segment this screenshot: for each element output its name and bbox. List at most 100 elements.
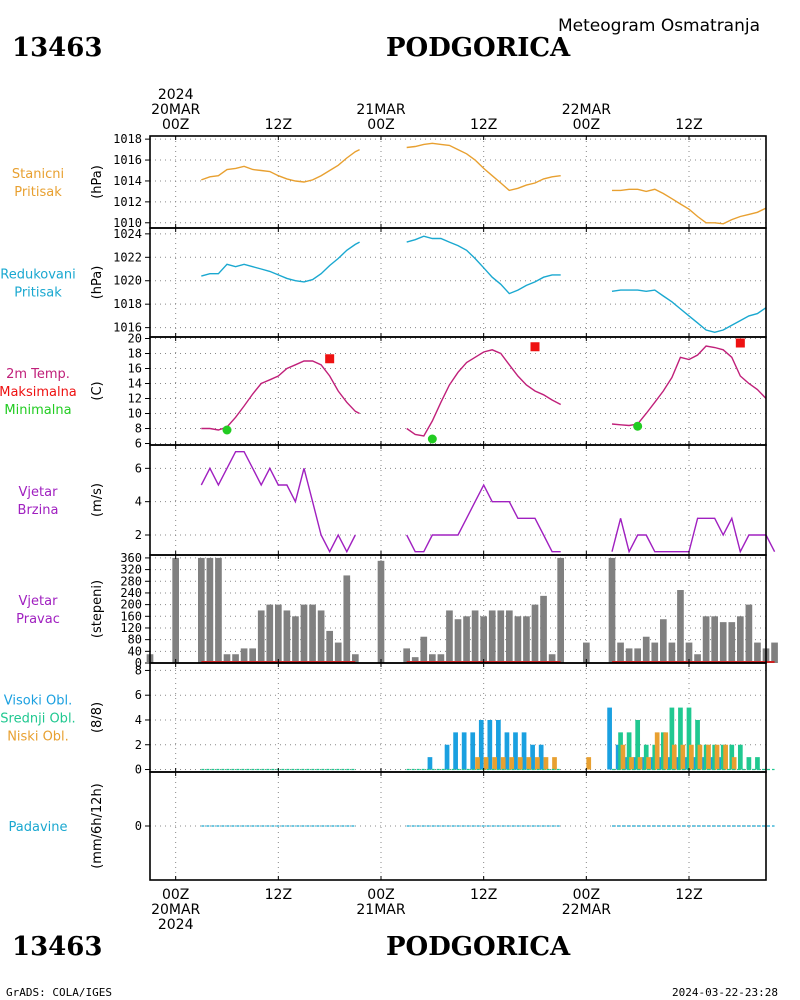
station-id-top: 13463 [12, 33, 102, 63]
cloud-bar-cloud-high [504, 732, 510, 770]
cloud-bar-cloud-high [718, 757, 724, 770]
tmin-marker [427, 434, 437, 444]
cloud-bar-cloud-low [637, 757, 643, 770]
cloud-bar-cloud-low [714, 744, 720, 770]
y-tick-label: 8 [135, 663, 142, 677]
wind-direction-bar [309, 604, 316, 663]
wind-direction-bar [206, 557, 214, 663]
y-tick-label: 16 [128, 362, 142, 376]
y-tick-label: 280 [120, 574, 142, 588]
cloud-bar-cloud-high [513, 732, 518, 770]
station-name-bottom: PODGORICA [386, 932, 571, 962]
cloud-bar-cloud-low [680, 744, 686, 770]
wind-direction-bar [317, 610, 325, 663]
grads-credit: GrADS: COLA/IGES [6, 986, 112, 999]
wind-direction-bar [326, 630, 334, 663]
cloud-bar-cloud-high [701, 757, 707, 770]
cloud-bar-cloud-low [526, 757, 532, 770]
wind-direction-bar [480, 616, 488, 663]
cloud-bar-cloud-high [692, 757, 698, 770]
top-time-label: 21MAR [356, 102, 405, 118]
wind-direction-bar [608, 557, 616, 663]
y-tick-label: 6 [135, 688, 142, 702]
cloud-bar-cloud-high [478, 719, 484, 770]
cloud-bar-cloud-high [650, 757, 655, 770]
series-line-reduced-pressure [611, 289, 767, 334]
bottom-time-label: 22MAR [562, 902, 611, 918]
tmax-marker [530, 342, 540, 352]
panel-station_pressure: 1010 1012 1014 1016 1018 Stanicni Pritisak (hPa… [12, 132, 767, 230]
bottom-time-label: 00Z [367, 887, 394, 903]
panel-frame [149, 771, 767, 881]
meteogram-subtitle: Meteogram Osmatranja [558, 16, 760, 36]
series-line-temperature [406, 349, 562, 437]
wind-direction-bar [249, 648, 257, 663]
cloud-bar-cloud-low [723, 744, 728, 770]
cloud-bar-cloud-mid [660, 732, 666, 770]
y-tick-label: 80 [128, 633, 142, 647]
station-name-top: PODGORICA [386, 33, 571, 63]
cloud-bar-cloud-mid [635, 719, 641, 770]
cloud-bar-cloud-mid [755, 757, 760, 770]
cloud-bar-cloud-low [543, 757, 549, 770]
cloud-bar-cloud-low [620, 744, 626, 770]
wind-direction-bar [659, 619, 667, 663]
wind-direction-bar [172, 557, 180, 663]
wind-direction-bar [197, 557, 205, 663]
cloud-bar-cloud-high [496, 719, 501, 770]
wind-direction-bar [651, 642, 659, 663]
series-line-wind-speed [406, 483, 561, 553]
tmax-marker [325, 354, 335, 364]
panel-precipitation: 0 Padavine (mm/6h/12h) [9, 771, 775, 881]
y-tick-label: 0 [135, 819, 142, 833]
cloud-bar-cloud-mid [703, 744, 709, 770]
wind-direction-bar [266, 604, 274, 663]
cloud-bar-cloud-high [641, 757, 647, 770]
y-tick-label: 1016 [113, 153, 142, 167]
series-line-wind-speed [611, 516, 776, 554]
wind-direction-bar [240, 648, 248, 663]
y-axis-title: (hPa) [90, 266, 105, 300]
series-line-reduced-pressure [406, 235, 561, 295]
y-tick-label: 0 [135, 763, 142, 777]
y-tick-label: 2 [135, 528, 142, 542]
top-time-label: 00Z [162, 117, 189, 133]
cloud-bar-cloud-high [667, 757, 672, 770]
wind-direction-bar [625, 648, 633, 663]
cloud-bar-cloud-mid [686, 707, 692, 770]
panel-frame [149, 227, 767, 338]
bottom-time-label: 20MAR [151, 902, 200, 918]
cloud-bar-cloud-high [607, 707, 612, 770]
wind-direction-bar [351, 654, 359, 663]
cloud-bar-cloud-low [586, 757, 592, 770]
wind-direction-bar [719, 622, 727, 663]
wind-direction-bar [471, 610, 479, 663]
header: 13463 PODGORICA Meteogram Osmatranja [12, 16, 760, 63]
y-axis-title: (hPa) [90, 165, 105, 199]
bottom-time-label: 12Z [675, 887, 702, 903]
wind-direction-bar [300, 604, 308, 663]
panel-frame [149, 444, 767, 556]
wind-direction-bar [540, 595, 547, 663]
wind-direction-bar [292, 616, 299, 663]
y-axis-title: (m/s) [90, 483, 105, 517]
y-tick-label: 360 [120, 551, 142, 565]
cloud-bar-cloud-low [646, 757, 651, 770]
panel-cloud_cover: 0 2 4 6 8 Visoki Obl. Srednji Obl. Niski Obl. (8… [0, 662, 775, 777]
cloud-bar-cloud-high [427, 757, 433, 770]
wind-direction-bar [711, 616, 719, 663]
cloud-bar-cloud-high [521, 732, 527, 770]
bottom-time-label: 12Z [265, 887, 292, 903]
panel-label-line: Niski Obl. [7, 730, 69, 745]
y-tick-label: 1012 [113, 195, 142, 209]
bottom-time-label: 00Z [573, 887, 600, 903]
panel-label-line: Vjetar [19, 594, 59, 609]
y-tick-label: 200 [120, 598, 142, 612]
panel-label-line: Stanicni [12, 167, 64, 182]
tmax-marker [735, 338, 745, 348]
cloud-bar-cloud-low [500, 757, 506, 770]
